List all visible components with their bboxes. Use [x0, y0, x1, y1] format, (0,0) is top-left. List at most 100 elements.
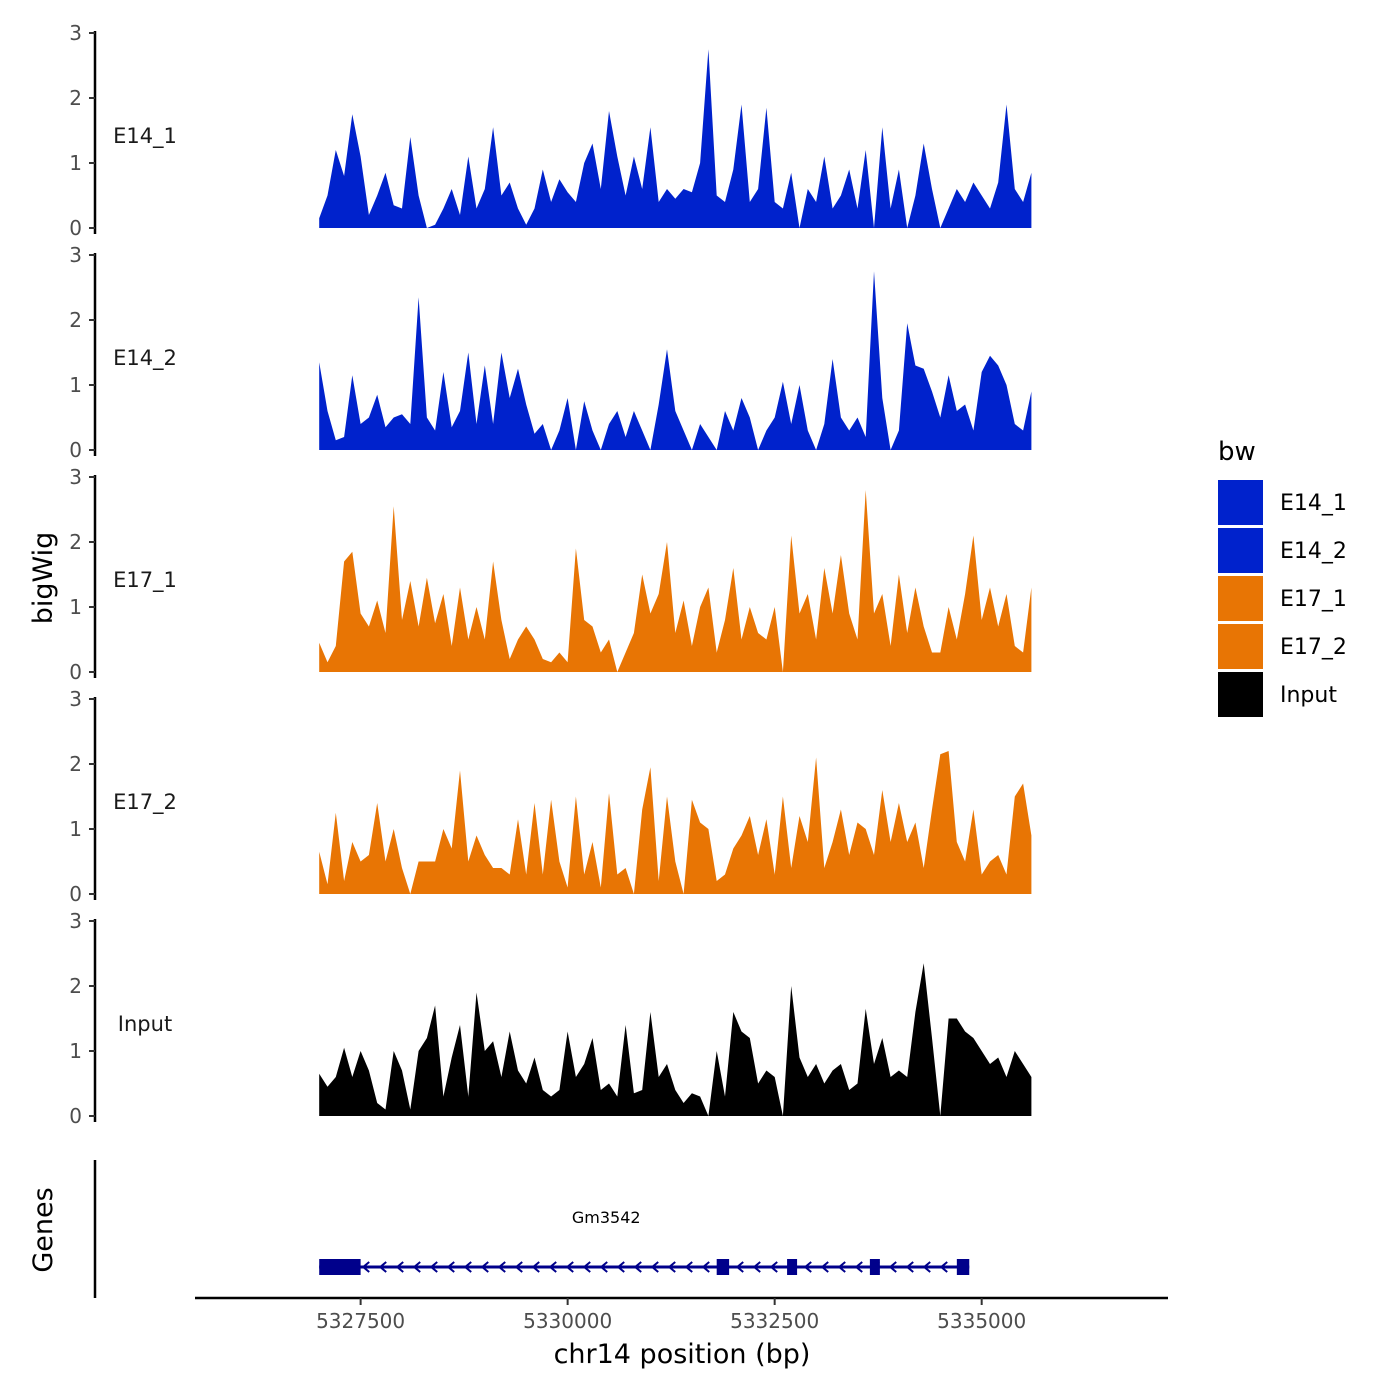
strand-arrow [429, 1261, 438, 1273]
strand-arrow [361, 1261, 370, 1273]
coverage-area [319, 751, 1032, 894]
strand-arrow [514, 1261, 523, 1273]
y-tick-label: 3 [69, 909, 82, 933]
track-e17-2: 0 1 2 3 E17_2 [69, 687, 1032, 906]
gene-exon [869, 1259, 880, 1275]
y-tick-label: 0 [69, 1104, 82, 1128]
genes-axis-title: Genes [28, 1187, 59, 1272]
strand-arrow [854, 1261, 863, 1273]
strand-arrow [599, 1261, 608, 1273]
x-tick-label: 5330000 [523, 1309, 612, 1333]
track-label: Input [118, 1012, 172, 1036]
strand-arrow [497, 1261, 506, 1273]
track-label: E14_2 [113, 346, 177, 371]
legend-swatch [1218, 624, 1263, 669]
legend-entry-e14-2: E14_2 [1218, 528, 1347, 573]
strand-arrow [735, 1261, 744, 1273]
gene-exon [956, 1259, 970, 1275]
track-e14-1: 0 1 2 3 E14_1 [69, 21, 1032, 240]
strand-arrow [548, 1261, 557, 1273]
strand-arrow [582, 1261, 591, 1273]
x-tick-label: 5327500 [316, 1309, 405, 1333]
legend: bw E14_1 E14_2 E17_1 E17_2 Input [1218, 437, 1347, 717]
y-tick-label: 2 [69, 752, 82, 776]
strand-arrow [531, 1261, 540, 1273]
gene-utr [319, 1259, 361, 1275]
gene-label: Gm3542 [572, 1208, 641, 1227]
y-tick-label: 0 [69, 216, 82, 240]
y-tick-label: 1 [69, 1039, 82, 1063]
y-tick-label: 2 [69, 530, 82, 554]
strand-arrow [446, 1261, 455, 1273]
strand-arrow [939, 1261, 948, 1273]
strand-arrow [395, 1261, 404, 1273]
y-tick-label: 3 [69, 243, 82, 267]
legend-title: bw [1218, 437, 1256, 467]
strand-arrow [769, 1261, 778, 1273]
gene-exon [787, 1259, 798, 1275]
y-tick-label: 2 [69, 308, 82, 332]
y-tick-label: 3 [69, 465, 82, 489]
legend-entry-e14-1: E14_1 [1218, 480, 1347, 525]
x-axis-title: chr14 position (bp) [554, 1339, 811, 1370]
strand-arrow [905, 1261, 914, 1273]
strand-arrow [378, 1261, 387, 1273]
y-tick-label: 2 [69, 86, 82, 110]
strand-arrow [837, 1261, 846, 1273]
legend-entry-e17-2: E17_2 [1218, 624, 1347, 669]
y-tick-label: 1 [69, 151, 82, 175]
y-tick-label: 3 [69, 687, 82, 711]
strand-arrow [922, 1261, 931, 1273]
coverage-area [319, 963, 1032, 1116]
x-tick-label: 5332500 [730, 1309, 819, 1333]
legend-label: E14_2 [1280, 539, 1347, 564]
strand-arrow [803, 1261, 812, 1273]
strand-arrow [888, 1261, 897, 1273]
x-tick-label: 5335000 [937, 1309, 1026, 1333]
legend-label: E17_2 [1280, 635, 1347, 660]
strand-arrow [463, 1261, 472, 1273]
track-label: E17_2 [113, 790, 177, 815]
legend-entry-e17-1: E17_1 [1218, 576, 1347, 621]
legend-swatch [1218, 672, 1263, 717]
y-tick-label: 1 [69, 595, 82, 619]
genes-panel: Gm3542 [93, 1160, 970, 1298]
strand-arrow [650, 1261, 659, 1273]
track-e14-2: 0 1 2 3 E14_2 [69, 243, 1032, 462]
y-tick-label: 0 [69, 660, 82, 684]
legend-swatch [1218, 528, 1263, 573]
y-tick-label: 0 [69, 882, 82, 906]
y-tick-label: 1 [69, 373, 82, 397]
y-tick-label: 2 [69, 974, 82, 998]
coverage-area [319, 490, 1032, 672]
y-tick-label: 0 [69, 438, 82, 462]
strand-arrow [820, 1261, 829, 1273]
x-axis: 5327500 5330000 5332500 5335000 [195, 1296, 1168, 1333]
strand-arrow [412, 1261, 421, 1273]
coverage-area [319, 49, 1032, 228]
strand-arrow [701, 1261, 710, 1273]
strand-arrow [633, 1261, 642, 1273]
strand-arrow [684, 1261, 693, 1273]
legend-label: E17_1 [1280, 587, 1347, 612]
track-e17-1: 0 1 2 3 E17_1 [69, 465, 1032, 684]
track-label: E14_1 [113, 124, 177, 149]
y-axis-title: bigWig [28, 532, 59, 625]
gene-exon [716, 1259, 730, 1275]
legend-label: Input [1280, 683, 1337, 708]
strand-arrow [667, 1261, 676, 1273]
strand-arrow [480, 1261, 489, 1273]
strand-arrow [565, 1261, 574, 1273]
legend-label: E14_1 [1280, 491, 1347, 516]
track-input: 0 1 2 3 Input [69, 909, 1032, 1128]
y-tick-label: 3 [69, 21, 82, 45]
y-tick-label: 1 [69, 817, 82, 841]
legend-entry-input: Input [1218, 672, 1337, 717]
track-label: E17_1 [113, 568, 177, 593]
legend-swatch [1218, 576, 1263, 621]
gene-gm3542: Gm3542 [319, 1208, 970, 1275]
strand-arrow [752, 1261, 761, 1273]
bigwig-tracks: 0 1 2 3 E14_1 0 1 2 3 E14_2 0 1 2 3 E17_1 0 1 2 3 E17_2 0 1 2 3… [69, 21, 1032, 1128]
legend-swatch [1218, 480, 1263, 525]
